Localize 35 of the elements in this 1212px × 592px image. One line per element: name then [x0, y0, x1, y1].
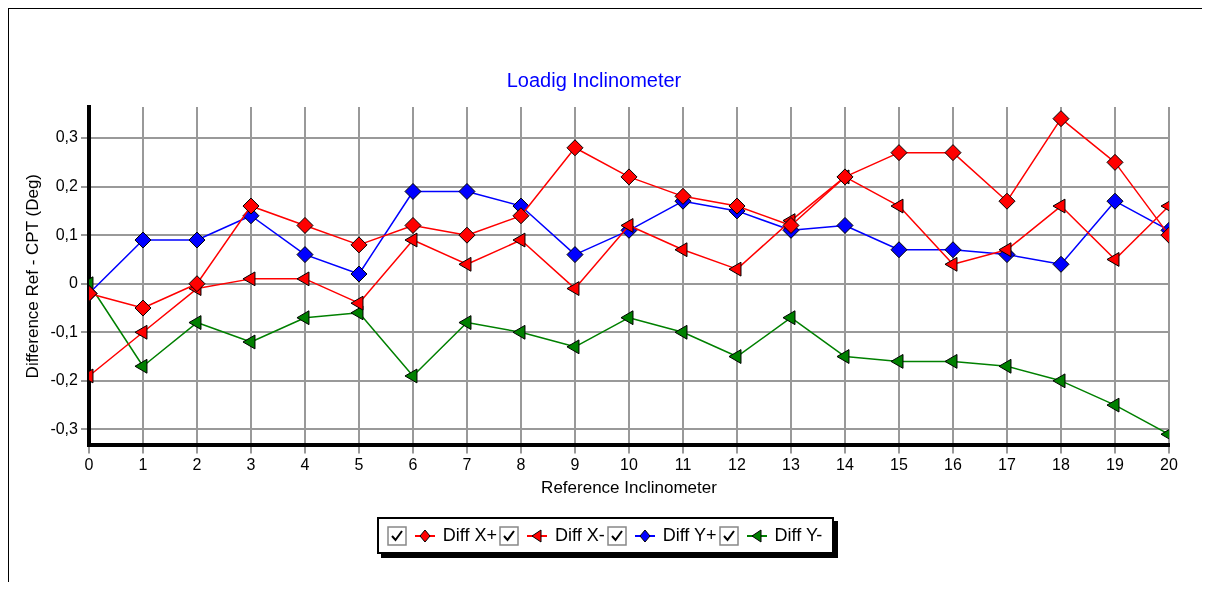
- x-tick-label: 20: [1160, 456, 1178, 474]
- legend-label: Diff Y-: [774, 525, 823, 546]
- x-tick-label: 13: [782, 456, 800, 474]
- x-tick-label: 5: [354, 456, 364, 474]
- x-tick-label: 0: [84, 456, 94, 474]
- x-tick-label: 19: [1106, 456, 1124, 474]
- y-tick-label: -0,1: [50, 322, 79, 340]
- x-tick-label: 14: [836, 456, 854, 474]
- x-tick-label: 12: [728, 456, 746, 474]
- x-tick-label: 1: [138, 456, 148, 474]
- x-tick-label: 9: [570, 456, 580, 474]
- x-tick-label: 16: [944, 456, 962, 474]
- x-tick-label: 17: [998, 456, 1016, 474]
- x-tick-label: 8: [516, 456, 526, 474]
- legend-label: Diff X+: [442, 525, 497, 546]
- chart-title: Loadig Inclinometer: [506, 68, 682, 91]
- x-tick-label: 11: [674, 456, 692, 474]
- x-tick-label: 4: [300, 456, 310, 474]
- x-tick-label: 6: [408, 456, 418, 474]
- x-tick-label: 10: [620, 456, 638, 474]
- y-tick-label: 0,1: [55, 225, 79, 243]
- x-tick-label: 15: [890, 456, 908, 474]
- y-axis-title: Difference Ref - CPT (Deg): [22, 174, 42, 379]
- legend-label: Diff X-: [554, 525, 605, 546]
- x-tick-label: 7: [462, 456, 472, 474]
- y-tick-label: -0,2: [50, 371, 79, 389]
- legend-label: Diff Y+: [662, 525, 717, 546]
- x-tick-label: 2: [192, 456, 202, 474]
- x-tick-label: 18: [1052, 456, 1070, 474]
- x-tick-label: 3: [246, 456, 256, 474]
- y-tick-label: 0: [69, 274, 79, 292]
- y-tick-label: 0,3: [55, 128, 79, 146]
- y-tick-label: 0,2: [55, 177, 79, 195]
- y-tick-label: -0,3: [50, 419, 79, 437]
- x-axis-title: Reference Inclinometer: [541, 478, 718, 498]
